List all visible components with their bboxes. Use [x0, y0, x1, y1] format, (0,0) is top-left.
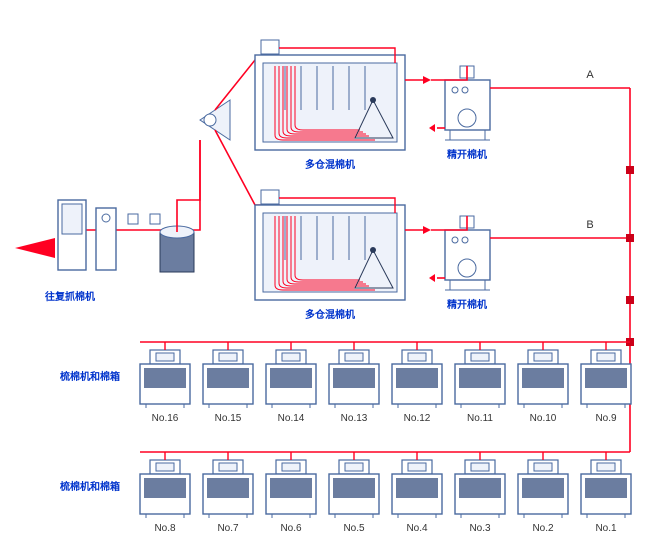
svg-text:精开棉机: 精开棉机	[447, 298, 487, 311]
row2-label: 梳棉机和棉箱	[59, 480, 120, 493]
path-b-label: B	[586, 219, 593, 231]
row1-label: 梳棉机和棉箱	[59, 370, 120, 383]
machine-number: No.12	[404, 413, 431, 424]
mixer-unit	[255, 40, 431, 150]
machine-number: No.1	[595, 523, 617, 534]
flow-junction	[626, 166, 634, 174]
machine-number: No.15	[215, 413, 242, 424]
bale-plucker-label: 往复抓棉机	[45, 290, 95, 303]
machine-number: No.9	[595, 413, 617, 424]
machine-number: No.16	[152, 413, 179, 424]
machine-number: No.8	[154, 523, 176, 534]
flow-junction	[626, 296, 634, 304]
machine-number: No.5	[343, 523, 365, 534]
svg-text:多仓混棉机: 多仓混棉机	[305, 158, 355, 171]
machine-number: No.10	[530, 413, 557, 424]
machine-number: No.3	[469, 523, 491, 534]
mixer-unit	[255, 190, 431, 300]
svg-text:精开棉机: 精开棉机	[447, 148, 487, 161]
machine-number: No.7	[217, 523, 239, 534]
machine-number: No.4	[406, 523, 428, 534]
path-a-label: A	[586, 69, 594, 81]
machine-number: No.13	[341, 413, 368, 424]
svg-text:多仓混棉机: 多仓混棉机	[305, 308, 355, 321]
machine-number: No.14	[278, 413, 305, 424]
flow-junction	[626, 234, 634, 242]
machine-number: No.2	[532, 523, 554, 534]
machine-number: No.11	[467, 413, 493, 424]
machine-number: No.6	[280, 523, 302, 534]
